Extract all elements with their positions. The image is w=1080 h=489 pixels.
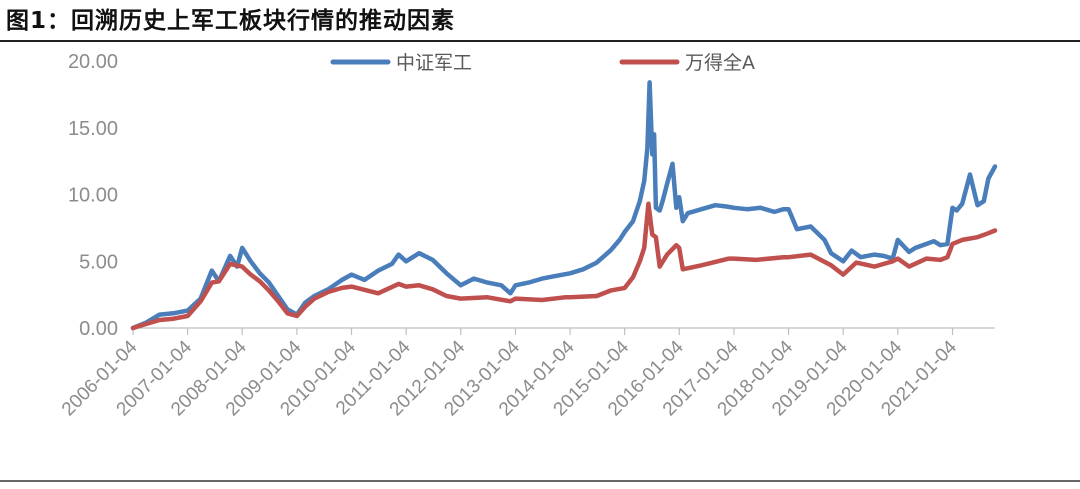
y-tick-label: 15.00 — [68, 118, 118, 140]
y-tick-label: 10.00 — [68, 185, 118, 207]
legend-label-2: 万得全A — [685, 52, 755, 74]
legend: 中证军工 万得全A — [330, 52, 755, 74]
legend-label-1: 中证军工 — [396, 52, 472, 74]
y-axis: 0.00 5.00 10.00 15.00 20.00 — [68, 51, 118, 340]
series-layer — [130, 80, 998, 331]
bottom-rule — [0, 480, 1080, 482]
figure-title: 图1：回溯历史上军工板块行情的推动因素 — [0, 0, 1080, 42]
y-tick-label: 20.00 — [68, 51, 118, 73]
series-line-1 — [130, 80, 998, 331]
y-tick-label: 0.00 — [79, 318, 118, 340]
x-axis: 2006-01-042007-01-042008-01-042009-01-04… — [58, 327, 995, 420]
series-line-2 — [130, 201, 998, 331]
y-tick-label: 5.00 — [79, 251, 118, 273]
